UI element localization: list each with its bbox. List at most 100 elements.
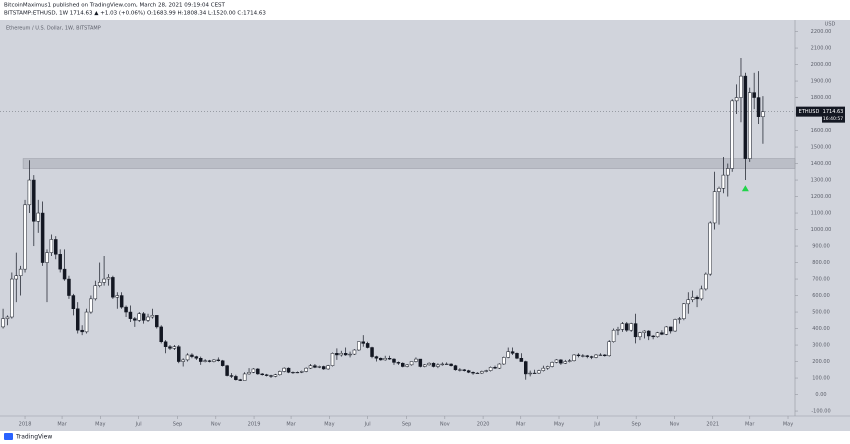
candle-body	[431, 362, 436, 367]
candle-body	[23, 204, 27, 270]
candle-body	[629, 323, 633, 331]
candle-body	[273, 374, 278, 377]
candle-body	[181, 359, 185, 362]
y-tick-label: 900.00	[812, 244, 830, 250]
candle-body	[633, 323, 638, 338]
candle-body	[339, 353, 344, 356]
candle-body	[440, 363, 445, 366]
y-tick-label: 1300.00	[811, 178, 832, 184]
candle-body	[348, 353, 352, 356]
candle-body	[554, 359, 559, 363]
candle-body	[299, 371, 304, 373]
candle-body	[721, 174, 726, 189]
x-tick-label: May	[95, 422, 105, 428]
candle-body	[585, 355, 589, 357]
candle-body	[414, 358, 418, 362]
candle-body	[216, 359, 221, 361]
candle-body	[163, 341, 168, 347]
candle-body	[313, 365, 317, 368]
candle-body	[150, 315, 155, 318]
candle-body	[625, 323, 629, 331]
candle-body	[111, 277, 115, 298]
candle-body	[453, 365, 458, 371]
logo	[4, 433, 13, 440]
x-tick-label: Nov	[211, 422, 221, 428]
x-tick-label: Nov	[440, 422, 450, 428]
candle-body	[159, 326, 163, 342]
x-tick-label: May	[783, 422, 793, 428]
candle-body	[383, 358, 387, 361]
candle-body	[594, 354, 598, 358]
candle-body	[497, 363, 502, 369]
candle-body	[422, 364, 427, 367]
candle-body	[80, 329, 84, 333]
candle-body	[133, 318, 137, 321]
candle-body	[335, 353, 339, 356]
candle-body	[480, 371, 484, 374]
candle-body	[603, 354, 607, 357]
x-tick-label: Sep	[631, 422, 640, 428]
price-tag-bg	[822, 106, 845, 123]
symbol-line: BITSTAMP:ETHUSD, 1W 1714.63 ▲ +1.03 (+0.…	[4, 11, 266, 17]
x-tick-label: Mar	[516, 422, 526, 428]
y-tick-label: 800.00	[812, 260, 830, 266]
candle-body	[234, 376, 238, 380]
y-tick-label: -100.00	[811, 409, 830, 415]
candle-body	[137, 313, 141, 321]
candle-body	[704, 273, 708, 290]
y-tick-label: 1400.00	[811, 161, 832, 167]
candle-body	[124, 306, 128, 313]
candle-body	[427, 362, 431, 366]
candle-body	[761, 111, 765, 117]
y-tick-label: 2200.00	[811, 29, 832, 35]
candle-body	[396, 362, 401, 364]
candle-body	[225, 365, 229, 376]
candle-body	[264, 374, 269, 376]
candle-body	[220, 360, 225, 366]
candle-body	[664, 326, 669, 335]
candle-body	[97, 282, 102, 286]
candle-body	[361, 341, 365, 344]
y-tick-label: 0.00	[815, 392, 826, 398]
candle-body	[278, 371, 282, 376]
candle-body	[532, 372, 537, 374]
candle-body	[572, 354, 576, 361]
candle-body	[58, 254, 62, 270]
candle-body	[304, 367, 308, 372]
candle-body	[616, 329, 620, 331]
x-tick-label: May	[324, 422, 334, 428]
candle-body	[607, 341, 611, 357]
candle-body	[379, 358, 383, 361]
candle-body	[242, 373, 247, 381]
candle-body	[295, 372, 300, 374]
candle-body	[537, 370, 541, 374]
candle-body	[642, 330, 647, 333]
price-tag-value: 1714.63	[823, 109, 844, 115]
candle-body	[449, 363, 453, 366]
candle-body	[84, 311, 89, 333]
y-tick-label: 1200.00	[811, 194, 832, 200]
candle-body	[409, 361, 414, 366]
candle-body	[712, 191, 717, 224]
candle-body	[699, 288, 704, 300]
x-tick-label: Nov	[670, 422, 680, 428]
candle-body	[27, 179, 32, 206]
candle-body	[308, 365, 313, 369]
y-tick-label: 600.00	[812, 293, 830, 299]
candle-body	[748, 92, 752, 159]
candle-body	[541, 367, 546, 371]
candle-body	[269, 375, 273, 377]
candle-body	[752, 92, 756, 98]
y-tick-label: 1500.00	[811, 145, 832, 151]
candle-body	[392, 358, 396, 363]
candle-body	[71, 295, 76, 309]
candle-body	[75, 308, 80, 331]
candle-body	[646, 330, 651, 337]
candle-body	[401, 362, 405, 367]
candle-body	[247, 372, 251, 375]
candle-body	[677, 318, 682, 320]
candle-body	[524, 361, 528, 375]
y-tick-label: 400.00	[812, 326, 830, 332]
candle-body	[14, 275, 19, 280]
